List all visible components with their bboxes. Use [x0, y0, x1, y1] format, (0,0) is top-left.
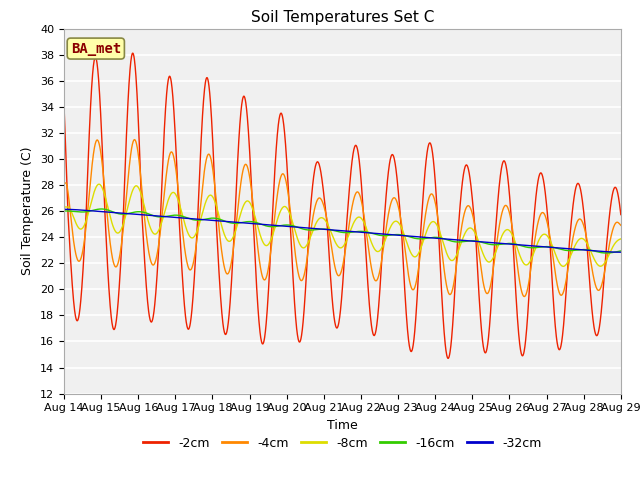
-4cm	[60, 180, 68, 186]
Line: -16cm: -16cm	[64, 209, 621, 253]
-8cm	[584, 241, 591, 247]
-16cm	[584, 247, 591, 252]
-16cm	[60, 208, 68, 214]
-4cm	[359, 204, 367, 210]
-2cm	[505, 182, 513, 188]
Line: -2cm: -2cm	[64, 53, 621, 359]
Line: -4cm: -4cm	[64, 140, 621, 297]
Line: -8cm: -8cm	[64, 184, 621, 266]
Text: BA_met: BA_met	[70, 42, 121, 56]
-8cm	[95, 181, 103, 187]
-32cm	[617, 249, 625, 255]
-4cm	[131, 137, 138, 143]
-2cm	[359, 199, 367, 205]
-4cm	[216, 230, 223, 236]
-16cm	[617, 248, 625, 254]
-4cm	[504, 206, 512, 212]
-32cm	[504, 241, 512, 247]
Title: Soil Temperatures Set C: Soil Temperatures Set C	[251, 10, 434, 25]
-4cm	[520, 294, 528, 300]
-2cm	[216, 278, 223, 284]
-2cm	[129, 50, 137, 56]
Line: -32cm: -32cm	[64, 209, 621, 252]
Legend: -2cm, -4cm, -8cm, -16cm, -32cm: -2cm, -4cm, -8cm, -16cm, -32cm	[138, 432, 547, 455]
-16cm	[97, 206, 105, 212]
-32cm	[568, 246, 575, 252]
-32cm	[583, 247, 591, 253]
-8cm	[504, 227, 512, 233]
-32cm	[216, 218, 223, 224]
Y-axis label: Soil Temperature (C): Soil Temperature (C)	[22, 147, 35, 276]
-2cm	[371, 332, 379, 338]
-16cm	[359, 228, 367, 234]
-16cm	[216, 216, 223, 222]
-4cm	[568, 240, 576, 246]
-8cm	[60, 204, 68, 210]
-4cm	[371, 277, 379, 283]
-16cm	[568, 248, 575, 253]
-16cm	[371, 231, 379, 237]
-2cm	[617, 212, 625, 217]
-2cm	[568, 211, 576, 217]
-2cm	[584, 250, 591, 255]
-32cm	[358, 229, 366, 235]
-8cm	[371, 246, 379, 252]
-8cm	[359, 217, 367, 223]
-4cm	[617, 222, 625, 228]
-8cm	[216, 215, 223, 220]
-8cm	[568, 250, 576, 255]
-4cm	[584, 240, 591, 245]
-16cm	[504, 240, 512, 246]
-32cm	[60, 206, 68, 212]
-8cm	[617, 236, 625, 242]
-32cm	[617, 249, 625, 255]
-2cm	[60, 102, 68, 108]
-8cm	[559, 264, 567, 269]
-16cm	[602, 250, 610, 256]
-32cm	[371, 230, 378, 236]
X-axis label: Time: Time	[327, 419, 358, 432]
-2cm	[444, 356, 452, 361]
